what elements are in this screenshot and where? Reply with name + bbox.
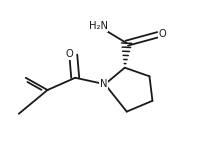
Text: N: N [100,79,108,89]
Text: O: O [159,29,167,39]
Text: O: O [65,49,73,59]
Text: H₂N: H₂N [89,21,108,31]
